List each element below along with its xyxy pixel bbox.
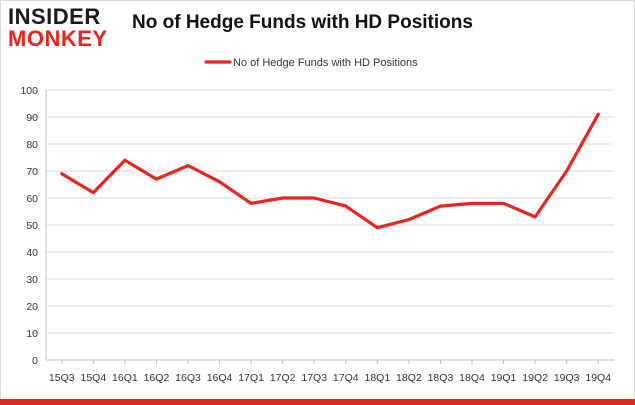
x-tick-label-18Q1: 18Q1 [364, 372, 390, 384]
y-tick-label-80: 80 [26, 139, 38, 151]
legend-label-0: No of Hedge Funds with HD Positions [233, 57, 418, 69]
data-point-15Q4 [92, 191, 95, 194]
y-tick-label-70: 70 [26, 166, 38, 178]
y-tick-label-40: 40 [26, 247, 38, 259]
x-tick-label-15Q3: 15Q3 [49, 372, 75, 384]
x-tick-label-17Q3: 17Q3 [301, 372, 327, 384]
data-point-15Q3 [60, 172, 63, 175]
x-tick-label-18Q3: 18Q3 [428, 372, 454, 384]
data-point-19Q1 [502, 202, 505, 205]
y-tick-label-20: 20 [26, 301, 38, 313]
x-tick-label-15Q4: 15Q4 [80, 372, 106, 384]
y-tick-label-50: 50 [26, 220, 38, 232]
data-point-18Q2 [407, 218, 411, 221]
data-point-17Q2 [281, 196, 284, 200]
data-point-16Q1 [123, 159, 127, 162]
data-point-18Q1 [376, 226, 379, 229]
data-point-16Q2 [155, 177, 158, 181]
bottom-accent-bar [0, 399, 635, 405]
y-tick-label-30: 30 [26, 274, 38, 286]
x-tick-label-19Q1: 19Q1 [491, 372, 517, 384]
x-tick-label-19Q3: 19Q3 [554, 372, 580, 384]
logo-line-1: INSIDER [8, 4, 101, 29]
y-tick-label-10: 10 [26, 328, 38, 340]
data-point-17Q4 [344, 204, 347, 208]
x-tick-label-19Q4: 19Q4 [585, 372, 611, 384]
series-line-0 [60, 112, 600, 230]
y-tick-label-90: 90 [26, 112, 38, 124]
x-tick-label-16Q1: 16Q1 [112, 372, 138, 384]
y-tick-label-0: 0 [32, 355, 38, 367]
y-tick-label-100: 100 [20, 85, 38, 97]
x-tick-label-19Q2: 19Q2 [522, 372, 548, 384]
logo-line-2: MONKEY [8, 26, 108, 51]
x-tick-label-16Q4: 16Q4 [207, 372, 233, 384]
x-tick-label-16Q3: 16Q3 [175, 372, 201, 384]
x-tick-label-17Q1: 17Q1 [238, 372, 264, 384]
data-point-18Q4 [470, 202, 474, 205]
x-tick-label-17Q4: 17Q4 [333, 372, 359, 384]
x-tick-label-18Q2: 18Q2 [396, 372, 422, 384]
data-point-19Q2 [533, 215, 537, 219]
data-point-17Q1 [249, 202, 253, 205]
data-point-18Q3 [439, 204, 442, 208]
data-point-16Q3 [186, 164, 190, 167]
y-tick-label-60: 60 [26, 193, 38, 205]
x-tick-label-16Q2: 16Q2 [144, 372, 170, 384]
insider-monkey-logo: INSIDER MONKEY [8, 6, 120, 52]
data-point-19Q3 [565, 169, 568, 173]
data-point-19Q4 [597, 113, 600, 116]
chart-title: No of Hedge Funds with HD Positions [132, 12, 473, 33]
data-point-16Q4 [218, 180, 221, 183]
x-tick-label-17Q2: 17Q2 [270, 372, 296, 384]
x-tick-label-18Q4: 18Q4 [459, 372, 485, 384]
data-point-17Q3 [313, 196, 316, 200]
